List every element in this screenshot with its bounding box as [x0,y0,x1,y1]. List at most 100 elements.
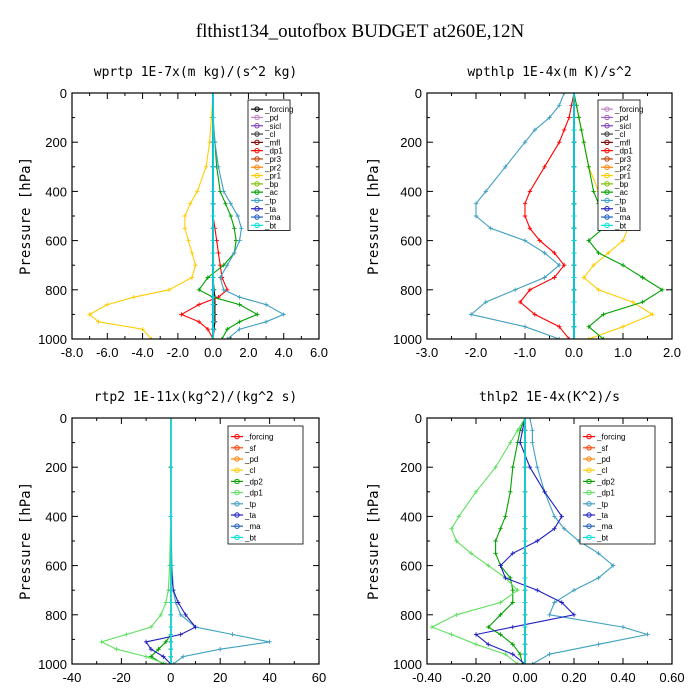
data-point [571,140,577,145]
data-point [508,489,513,494]
data-point [168,624,173,630]
data-point [552,275,557,280]
data-point [105,302,110,307]
data-point [522,238,528,243]
legend-marker [234,433,240,440]
legend-marker [234,445,240,451]
data-point [218,275,223,280]
legend-label: _bt [244,533,257,542]
data-point [522,624,528,630]
legend-label: _ac [264,188,278,197]
legend-marker [604,156,610,162]
x-tick-label: -2.0 [465,345,487,360]
data-point [143,639,149,645]
data-point [586,336,591,339]
data-point [473,632,479,637]
y-tick-label: 200 [45,460,67,475]
legend-label: _sicl [264,122,281,131]
data-point [596,551,601,556]
data-point [210,312,216,317]
y-tick-label: 400 [45,184,67,199]
data-point [527,465,533,470]
legend-marker [604,114,610,121]
data-point [581,275,586,280]
data-point [195,189,200,194]
data-point [498,612,503,617]
data-point [205,275,211,280]
data-point [163,639,169,645]
y-tick-label: 800 [400,608,422,623]
data-point [178,612,183,617]
legend-label: _pd [244,455,258,464]
data-point [522,418,528,421]
data-point [527,189,533,194]
data-point [596,575,601,581]
data-point [131,294,136,300]
data-point [228,213,233,219]
data-point [210,213,216,219]
data-point [232,250,237,256]
data-point [522,651,528,657]
x-tick-label: -0.20 [461,670,491,685]
x-tick-label: 20 [213,670,227,685]
data-point [210,263,216,268]
data-point [606,250,611,256]
data-point [571,189,577,194]
legend-marker [234,501,240,507]
data-point [571,127,577,133]
x-tick-label: 0.0 [204,345,222,360]
data-point [522,632,528,637]
legend-label: _dp1 [244,489,263,498]
data-point [510,551,515,556]
data-point [522,465,528,470]
legend-marker [604,206,610,212]
legend-marker [254,206,260,212]
data-point [620,238,626,243]
data-point [503,514,508,519]
data-point [498,563,503,568]
data-point [522,563,528,568]
chart-panel-4: thlp2 1E-4x(K^2)/s Pressure [hPa] -0.40 -0.… [366,390,685,685]
data-point [571,299,577,305]
panel-title: thlp2 1E-4x(K^2)/s [479,390,620,405]
y-tick-label: 200 [400,135,422,150]
data-point [182,213,188,219]
data-point [225,336,230,339]
x-tick-label: 0.40 [610,670,635,685]
data-point [522,440,528,445]
x-tick-label: -40 [63,670,82,685]
data-point [522,140,528,145]
data-point [281,312,286,317]
data-point [210,164,216,169]
data-point [263,319,269,324]
data-point [571,588,577,593]
data-point [522,551,528,556]
chart-panel-2: wpthlp 1E-4x(m K)/s^2 Pressure [hPa] -3.0 -… [366,65,681,360]
data-point [168,588,173,593]
data-point [557,324,562,329]
data-point [210,238,216,243]
data-point [510,465,515,470]
data-point [473,489,479,494]
chart-panel-1: wprtp 1E-7x(m kg)/(s^2 kg) Pressure [hPa]… [18,65,328,360]
legend-marker [234,478,240,485]
legend-label: _cl [596,466,607,475]
legend-box [579,425,656,545]
data-point [522,588,528,593]
data-point [513,287,518,292]
y-tick-label: 600 [400,234,422,249]
x-tick-label: 0.00 [512,670,537,685]
data-point [515,428,520,433]
legend-marker [604,214,610,220]
plot-frame [71,417,320,665]
data-point [205,326,211,332]
data-point [148,624,154,630]
data-point [552,600,557,605]
legend: _forcing_pd_sicl_cl_mfl_dp1_pr3_pr2_pr1_… [597,99,643,231]
data-point [530,661,535,664]
data-point [210,287,216,292]
data-point [557,103,562,108]
data-point [267,639,272,645]
data-point [542,164,547,169]
data-point [223,201,228,206]
